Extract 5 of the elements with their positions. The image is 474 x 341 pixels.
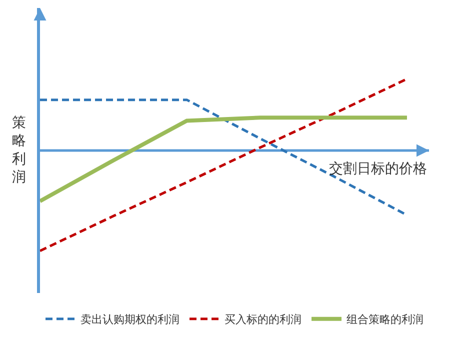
legend-label: 卖出认购期权的利润: [80, 313, 180, 326]
legend-label: 组合策略的利润: [346, 313, 424, 326]
y-axis-title: 策略利润: [12, 115, 26, 186]
x-axis-title: 交割日标的价格: [329, 161, 427, 177]
legend-label: 买入标的的利润: [224, 313, 302, 326]
